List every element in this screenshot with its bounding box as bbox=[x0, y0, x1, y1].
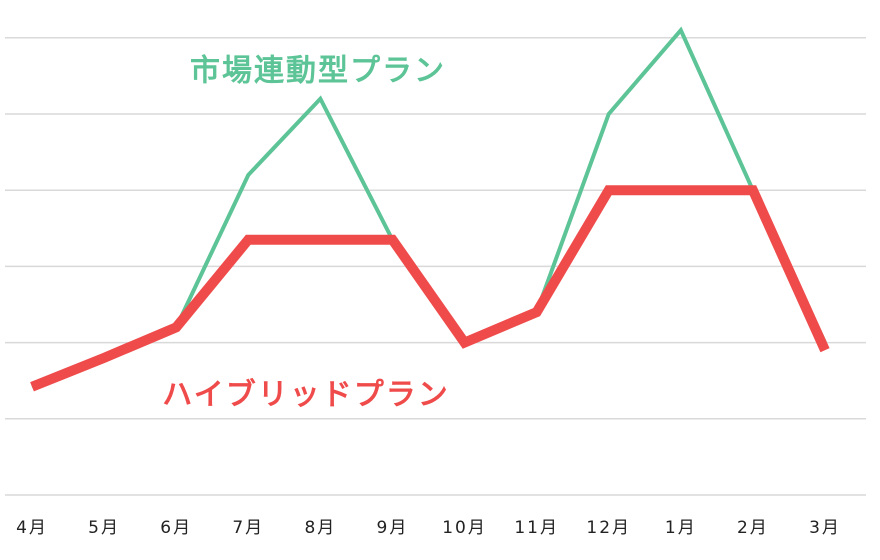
x-tick-label: 2月 bbox=[737, 518, 769, 538]
series-label: ハイブリッドプラン bbox=[162, 378, 449, 413]
x-tick-label: 11月 bbox=[514, 518, 559, 538]
x-tick-label: 12月 bbox=[586, 518, 631, 538]
x-tick-label: 6月 bbox=[160, 518, 192, 538]
series-label: 市場連動型プラン bbox=[190, 54, 446, 89]
x-tick-label: 8月 bbox=[304, 518, 336, 538]
x-tick-label: 5月 bbox=[88, 518, 120, 538]
x-tick-label: 3月 bbox=[809, 518, 841, 538]
x-tick-label: 7月 bbox=[232, 518, 264, 538]
x-tick-label: 1月 bbox=[665, 518, 697, 538]
x-tick-label: 10月 bbox=[442, 518, 487, 538]
series-line bbox=[30, 185, 830, 392]
x-tick-label: 4月 bbox=[16, 518, 48, 538]
x-tick-label: 9月 bbox=[377, 518, 409, 538]
